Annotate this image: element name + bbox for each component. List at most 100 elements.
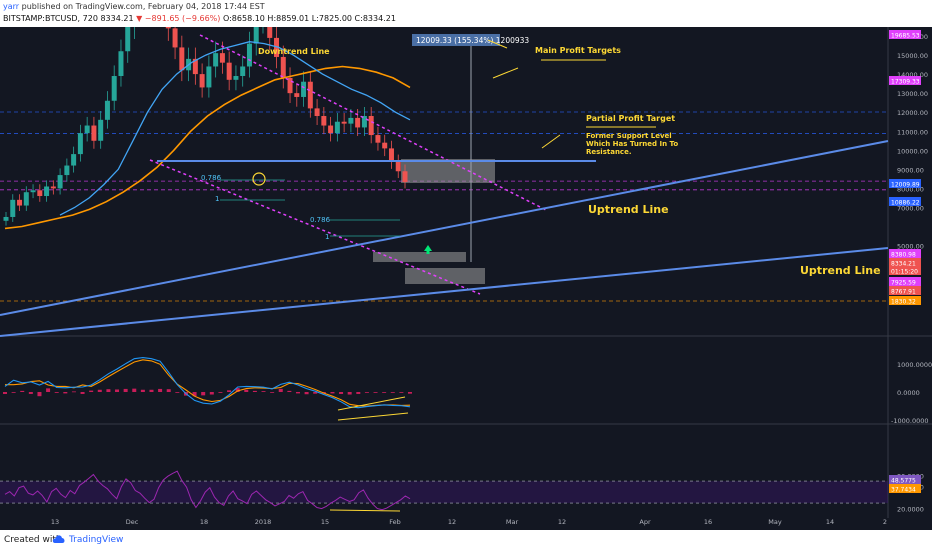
macd-histogram-bar [382, 392, 387, 393]
macd-histogram-bar [278, 388, 283, 392]
candle-body [226, 62, 232, 80]
candle-body [98, 119, 104, 141]
annotation-arrow [487, 39, 508, 49]
price-tick-label: 8000.00 [897, 185, 924, 193]
time-tick-label: 12 [558, 518, 566, 526]
macd-histogram-bar [261, 391, 266, 392]
macd-histogram-bar [63, 392, 68, 394]
macd-histogram-bar [356, 392, 361, 394]
price-tag [889, 286, 921, 295]
chart-area[interactable]: 20000.0019000.0018000.0017000.0016000.00… [0, 0, 932, 530]
macd-histogram-bar [270, 392, 275, 393]
candle-body [240, 66, 246, 77]
price-tag [889, 266, 921, 275]
measure-label: 12009.33 (155.34%) 1200933 [416, 36, 529, 45]
annotation-text: Former Support Level [586, 132, 672, 140]
candle-body [111, 76, 117, 101]
tradingview-brand[interactable]: TradingView [69, 535, 124, 545]
price-tick-label: 15000.00 [897, 52, 928, 60]
candle-body [328, 125, 334, 134]
candle-body [348, 117, 354, 124]
candle-body [355, 117, 361, 128]
macd-divergence-line [337, 396, 406, 411]
measure-label-bg [412, 34, 500, 46]
macd-divergence-line [337, 412, 409, 421]
candle-body [77, 133, 83, 155]
candle-body [253, 20, 259, 44]
candle-body [341, 121, 347, 124]
macd-histogram-bar [373, 392, 378, 393]
candle-body [118, 51, 124, 77]
candle-body [44, 186, 50, 197]
candle-body [37, 190, 43, 197]
author-link[interactable]: yarr [3, 2, 20, 11]
candle-body [91, 125, 97, 141]
candle-body [388, 148, 394, 162]
time-tick-label: Apr [639, 518, 651, 526]
candle-body [361, 116, 367, 128]
annotation-text: Resistance. [586, 148, 631, 156]
fib-touch-circle [252, 172, 266, 186]
macd-histogram-bar [330, 392, 335, 394]
macd-histogram-bar [287, 390, 292, 392]
annotation-text: Partial Profit Target [586, 114, 675, 123]
candle-body [30, 190, 36, 193]
downtrend-line [199, 34, 549, 212]
price-tag-label: 12009.89 [891, 182, 920, 189]
publish-line: yarr published on TradingView.com, Febru… [3, 2, 265, 11]
fib-label: 1 [325, 233, 329, 241]
price-tick-label: 14000.00 [897, 71, 928, 79]
rsi-current-label: 48.5775 [891, 478, 916, 485]
price-tag [889, 30, 921, 39]
candle-body [219, 53, 225, 63]
candle-body [104, 100, 110, 120]
price-tag [889, 258, 921, 267]
macd-histogram-bar [252, 390, 257, 392]
price-tag-label: 19685.53 [891, 33, 920, 40]
macd-histogram-bar [89, 390, 94, 392]
macd-histogram-bar [11, 392, 16, 393]
price-tag [889, 296, 921, 305]
uptrend-line-upper [0, 140, 889, 316]
price-tag-label: 17309.33 [891, 79, 920, 86]
annotation-text: Downtrend Line [258, 47, 330, 56]
price-tag [889, 179, 921, 188]
macd-histogram-bar [132, 388, 137, 392]
fib-label: 0.786 [310, 216, 331, 224]
annotation-text: Which Has Turned In To [586, 140, 678, 148]
candle-body [314, 108, 320, 117]
price-tag [889, 277, 921, 286]
macd-histogram-bar [140, 389, 145, 392]
annotation-arrow [492, 67, 519, 79]
price-tag-label: 8767.91 [891, 289, 916, 296]
time-tick-label: Mar [506, 518, 519, 526]
price-tick-label: 11000.00 [897, 128, 928, 136]
time-tick-label: May [768, 518, 782, 526]
resistance-zone [401, 159, 495, 183]
candle-body [50, 186, 56, 189]
candle-body [172, 28, 178, 48]
price-tick-label: 5000.00 [897, 243, 924, 251]
macd-tick-label: 1000.0000 [897, 361, 932, 369]
annotation-text: Uptrend Line [800, 264, 881, 277]
fib-label: 0.786 [201, 174, 222, 182]
candle-body [321, 116, 327, 126]
candle-body [192, 58, 198, 75]
time-tick-label: 2018 [255, 518, 272, 526]
chart-svg[interactable]: 20000.0019000.0018000.0017000.0016000.00… [0, 0, 932, 530]
chart-header: yarr published on TradingView.com, Febru… [0, 0, 932, 27]
downtrend-lower-line [149, 159, 481, 295]
macd-histogram-bar [28, 392, 33, 394]
time-tick-label: 14 [826, 518, 834, 526]
support-zone [405, 268, 485, 284]
macd-tick-label: 0.0000 [897, 389, 920, 397]
macd-histogram-bar [115, 389, 120, 392]
macd-histogram-bar [313, 392, 318, 394]
price-tag-label: 10886.22 [891, 200, 920, 207]
candle-body [267, 15, 273, 38]
candle-body [10, 199, 16, 217]
candle-body [294, 93, 300, 97]
created-with-label: Created with [4, 535, 62, 545]
price-tag-label: 1830.32 [891, 299, 916, 306]
candle-body [23, 192, 29, 206]
